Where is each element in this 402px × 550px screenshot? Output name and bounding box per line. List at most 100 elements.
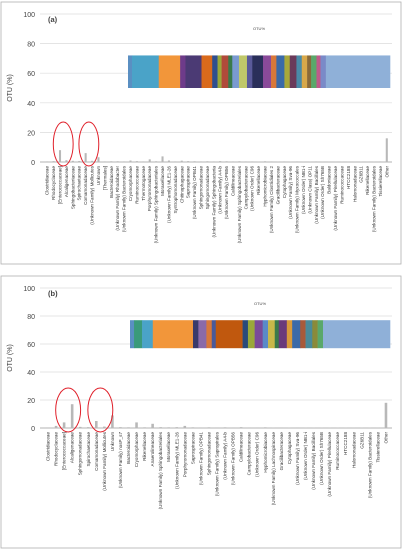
chart-panel-a: 0 20 40 60 80 100 (a) OTU (%) Clostridiaceae Rhod… [0,1,402,265]
y-tick-label: 80 [27,314,35,321]
bar [95,421,98,428]
x-tick-label: Alcaligenaceae [64,166,69,198]
x-tick-label: (Unknown Family) Sphingobacteriales [158,431,163,509]
x-tick-label: (Unknown Order) Sh765B [320,166,325,219]
x-tick-label: (Unknown Family) Rhodobacter [115,166,120,231]
bar [143,427,146,428]
x-tick-label: Comamonadaceae [94,432,99,471]
bar [175,427,179,428]
bar [264,161,267,162]
inset-segment [198,320,207,349]
bar [135,161,138,162]
x-tick-label: [Enterococcaceae] [62,432,67,470]
x-tick-label: Other [384,166,389,178]
x-tick-label: [Thermales] [102,166,107,190]
x-tick-label: (Unknown Order) C96 [250,166,255,211]
x-tick-label: (Unknown Family) OPB41 [198,432,203,486]
bar [280,427,283,428]
bar [46,161,49,162]
inset-segment [246,55,253,88]
bar [225,161,228,162]
x-tick-label: (Unknown Family) Bacillales [314,165,319,223]
inset-segment [317,320,324,349]
inset-segment [201,55,213,88]
x-tick-label: (Unknown Order) Sh765B [319,432,324,485]
bar [142,161,145,162]
inset-segment [130,320,135,349]
inset-segment [242,320,249,349]
bar [103,161,106,162]
x-tick-label: Gracilibacteraceae [275,166,280,205]
inset-segment [221,55,229,88]
inset-segment [296,55,303,88]
inset-segment [142,320,154,349]
inset-segment [252,55,264,88]
inset-segment [263,55,272,88]
bar [270,161,273,162]
inset-segment [274,320,280,349]
bar [127,427,130,428]
bar [54,425,58,428]
x-tick-label: Caldilineaceae [239,432,244,463]
inset-segment [185,55,202,88]
x-tick-label: Syntrophomonadaceae [173,166,178,214]
inset-segment [132,55,160,88]
inset-segment [238,55,248,88]
inset-segment [247,320,255,349]
inset-segment [286,320,293,349]
x-tick-label: (Unknown Family) Mollicutes [102,431,107,490]
x-tick-label: Clostridiaceae [46,432,51,462]
x-tick-label: Alcaligenaceae [70,432,75,464]
x-tick-label: HTCC2188 [346,166,351,189]
x-tick-label: (Unknown Order) NB1-i [301,166,306,214]
y-tick-label: 60 [27,71,35,78]
x-tick-label: Caldilineaceae [231,166,236,197]
bar [46,427,50,428]
x-tick-label: Spirochaetaceae [86,432,91,467]
x-tick-label: Other [383,432,388,444]
bar [251,161,254,162]
x-tick-label: Halomonadaceae [352,166,357,202]
x-tick-label: (Unknown Family) A4-b [218,166,223,214]
inset-segment [158,55,181,88]
x-tick-label: Hyphomicrobiaceae [263,166,268,207]
x-tick-label: Cytophagaceae [287,432,292,465]
bar [263,427,267,428]
bar [255,427,259,428]
bar [129,160,132,162]
x-tick-label: GZ6B11 [359,166,364,183]
bar [296,161,299,162]
x-tick-label: Bacteroidaceae [109,166,114,198]
x-tick-label: (Unknown Family) Sva-96 [288,166,293,219]
bar [183,425,187,428]
x-tick-label: Moraxellaceae [166,432,171,462]
x-tick-label: (Unknown Family) Bacillales [311,431,316,489]
x-tick-label: Rikenellaceae [365,166,370,195]
y-tick-label: 20 [27,398,35,405]
x-tick-label: (Unknown Family) Bacteroidales [122,165,127,232]
bar [70,404,74,428]
x-tick-label: (Unknown Family) Pirellulaceae [327,432,332,497]
x-tick-label: Campylobacteraceae [243,166,248,210]
inset-segment [212,55,218,88]
bar [379,161,382,162]
x-tick-label: Campylobacteraceae [247,432,252,476]
x-tick-label: Saprospiraceae [186,166,191,199]
x-tick-label: (Unknown Family) Clostridiales 2 [269,166,274,234]
x-tick-label: Clostridiaceae [45,166,50,196]
x-tick-label: Cytophagaceae [282,166,287,199]
bar [212,161,215,162]
bar [116,161,119,162]
x-tick-label: (Unknown Family) Bacteroidales [371,165,376,232]
x-tick-label: (Unknown Family) OPB41 [192,166,197,220]
x-tick-label: Tissierellaceae [378,166,383,197]
x-tick-label: (Unknown Family) Sphingobacteriales [237,165,242,243]
x-tick-label: Ruminococcaceae [339,166,344,204]
x-tick-label: Porphyromonadaceae [182,432,187,478]
x-tick-label: Spirochaetaceae [77,166,82,201]
x-tick-label: Rikenellaceae [142,432,147,461]
x-tick-label: (Unknown Family) OPB56 [224,166,229,220]
bar [86,427,90,428]
bar [110,161,113,162]
x-tick-label: Thermotogaceae [141,166,146,201]
